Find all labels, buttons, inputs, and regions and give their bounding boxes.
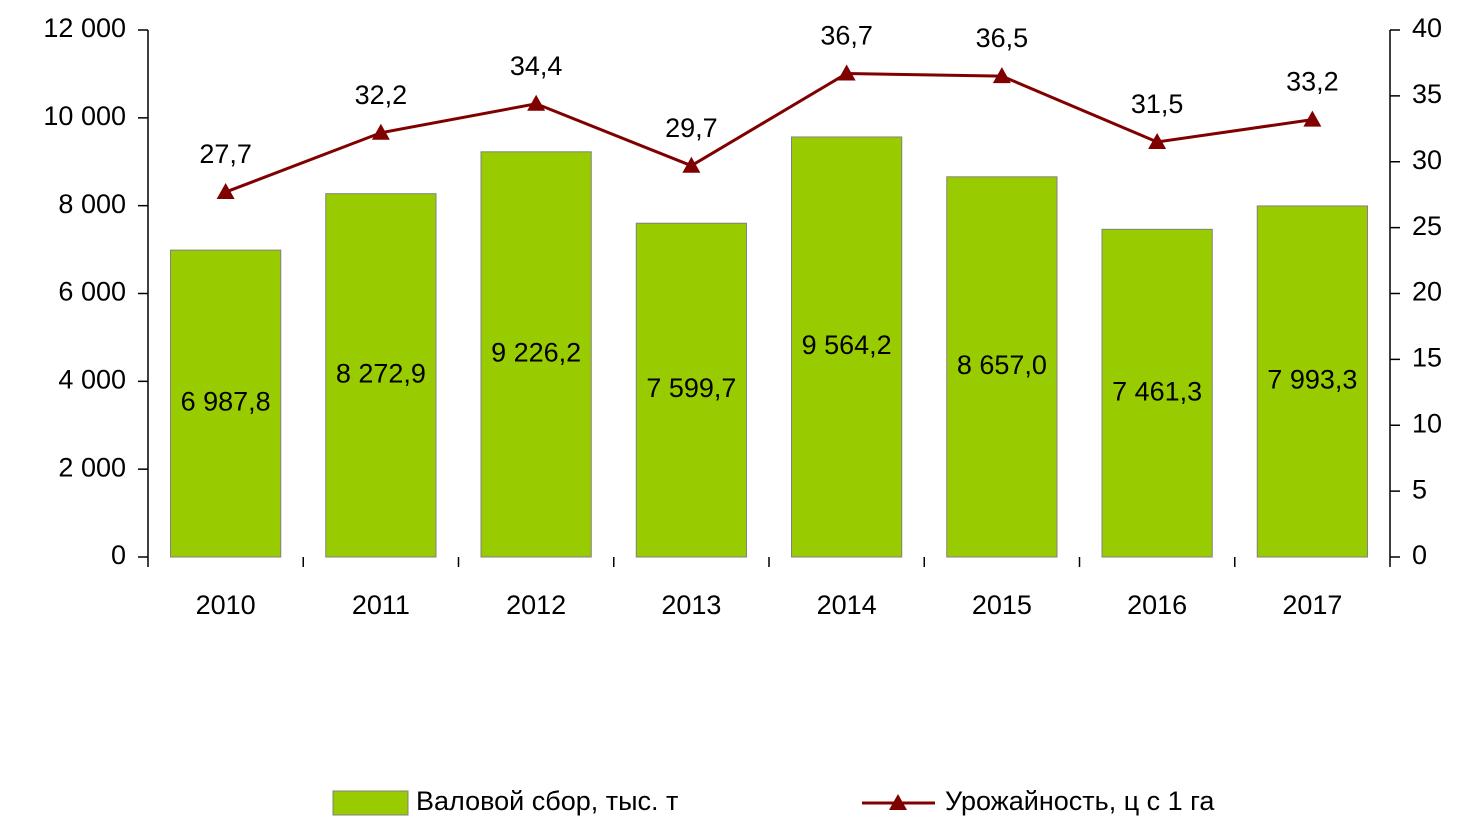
y2-tick-label: 30	[1412, 145, 1442, 175]
x-tick-label: 2016	[1127, 590, 1187, 620]
x-tick-label: 2014	[817, 590, 877, 620]
bar-value-label: 9 226,2	[491, 338, 581, 368]
legend-marker	[889, 794, 907, 810]
line-value-label: 31,5	[1131, 89, 1184, 119]
y-tick-label: 0	[111, 540, 126, 570]
x-tick-label: 2010	[196, 590, 256, 620]
y2-tick-label: 35	[1412, 79, 1442, 109]
y-tick-label: 10 000	[43, 101, 126, 131]
line-value-label: 34,4	[510, 51, 563, 81]
line-value-label: 32,2	[355, 80, 408, 110]
bar	[946, 176, 1058, 558]
y-tick-label: 12 000	[43, 13, 126, 43]
y2-tick-label: 0	[1412, 540, 1427, 570]
line-marker	[837, 64, 856, 81]
line-value-label: 36,7	[820, 21, 873, 51]
y-tick-label: 6 000	[58, 277, 126, 307]
x-tick-label: 2012	[506, 590, 566, 620]
bar	[170, 249, 282, 558]
line-marker	[527, 94, 546, 111]
line-marker	[371, 123, 390, 140]
bar	[791, 136, 903, 558]
y2-tick-label: 25	[1412, 211, 1442, 241]
bar-value-label: 8 272,9	[336, 358, 426, 388]
bar	[1101, 228, 1213, 558]
x-tick-label: 2017	[1282, 590, 1342, 620]
line-value-label: 33,2	[1286, 67, 1339, 97]
line-marker	[1148, 132, 1167, 149]
bar-value-label: 7 599,7	[646, 373, 736, 403]
line-value-label: 27,7	[199, 139, 252, 169]
line-marker	[216, 183, 235, 200]
line	[225, 71, 1313, 194]
bar	[635, 222, 747, 558]
line-value-label: 36,5	[976, 23, 1029, 53]
x-tick-label: 2013	[661, 590, 721, 620]
y2-tick-label: 15	[1412, 343, 1442, 373]
y-tick-label: 4 000	[58, 364, 126, 394]
y2-tick-label: 5	[1412, 474, 1427, 504]
bar	[480, 151, 592, 558]
x-tick-label: 2015	[972, 590, 1032, 620]
bar-value-label: 6 987,8	[181, 387, 271, 417]
legend-swatch	[332, 790, 409, 816]
y2-tick-label: 10	[1412, 408, 1442, 438]
bar-value-label: 7 993,3	[1267, 365, 1357, 395]
line-value-label: 29,7	[665, 113, 718, 143]
bar-value-label: 7 461,3	[1112, 376, 1202, 406]
bar	[1256, 205, 1368, 558]
y2-tick-label: 20	[1412, 277, 1442, 307]
bar	[325, 193, 437, 558]
legend-label: Урожайность, ц с 1 га	[945, 786, 1215, 816]
line-marker	[682, 156, 701, 173]
y2-tick-label: 40	[1412, 13, 1442, 43]
bar-value-label: 9 564,2	[802, 330, 892, 360]
y-tick-label: 2 000	[58, 452, 126, 482]
line-marker	[992, 67, 1011, 84]
line-marker	[1303, 110, 1322, 127]
legend-label: Валовой сбор, тыс. т	[416, 786, 678, 816]
bar-value-label: 8 657,0	[957, 350, 1047, 380]
y-tick-label: 8 000	[58, 189, 126, 219]
x-tick-label: 2011	[352, 590, 410, 620]
